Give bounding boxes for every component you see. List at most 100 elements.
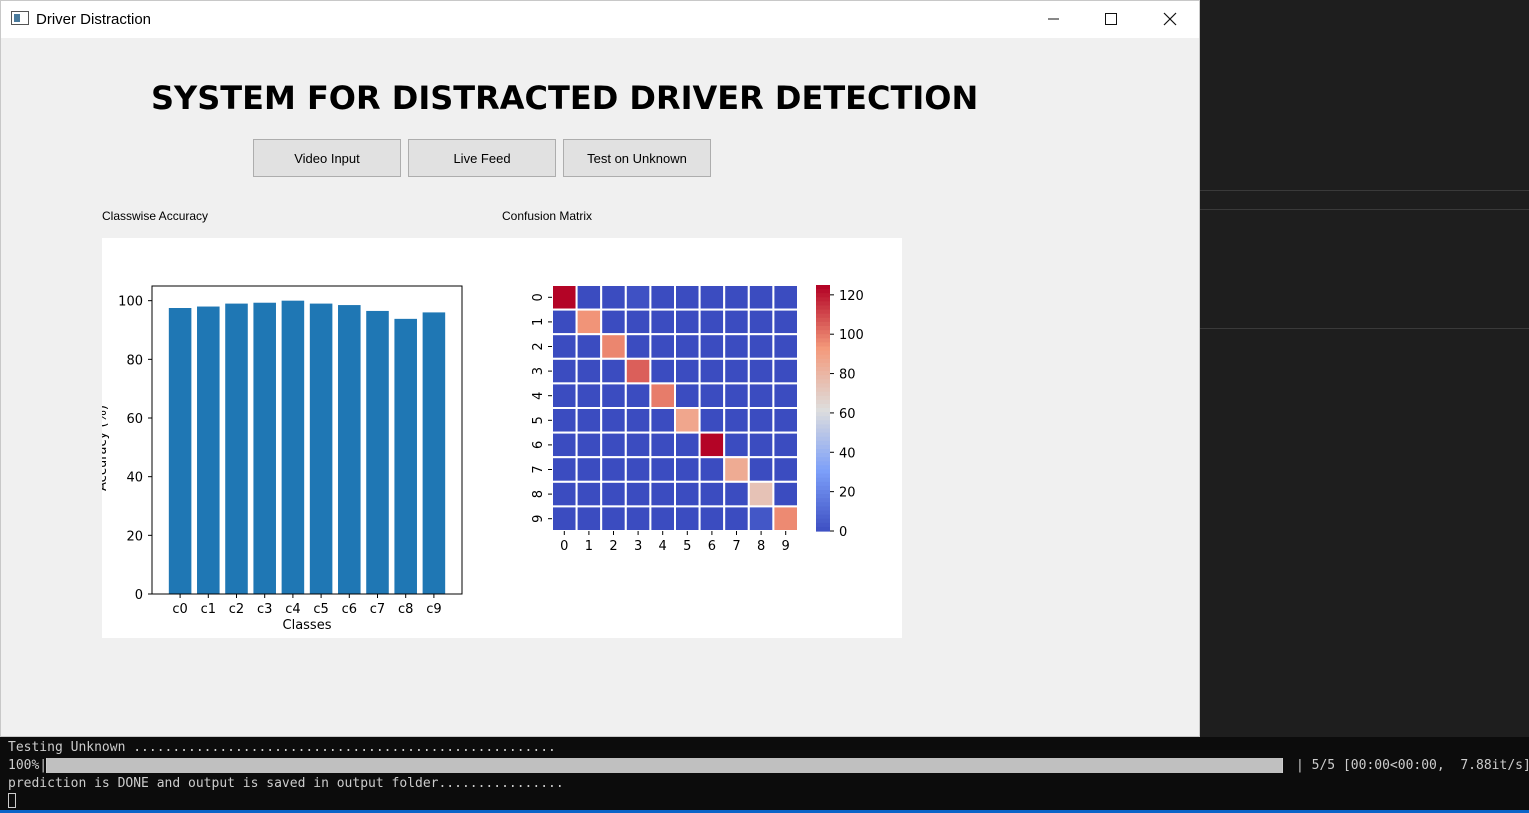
console-line-done: prediction is DONE and output is saved i… bbox=[8, 776, 564, 791]
heatmap-y-tick-label: 4 bbox=[531, 392, 546, 400]
colorbar-segment bbox=[816, 518, 830, 524]
colorbar-segment bbox=[816, 440, 830, 446]
colorbar-segment bbox=[816, 502, 830, 507]
heatmap-x-tick-label: 0 bbox=[560, 539, 568, 554]
background-divider bbox=[1200, 209, 1529, 210]
console-cursor bbox=[8, 793, 16, 808]
heatmap-y-tick-label: 6 bbox=[531, 441, 546, 449]
heatmap-cell bbox=[674, 284, 701, 311]
heatmap-cell bbox=[575, 480, 603, 508]
heatmap-cell bbox=[723, 382, 750, 409]
colorbar-tick-label: 20 bbox=[839, 486, 856, 501]
bar-c7 bbox=[366, 310, 389, 594]
charts-svg: c0 c1 c2 c3 c4 c5 c6 c7 c8 c9020406080100ClassesA… bbox=[102, 284, 864, 633]
heatmap-cell bbox=[551, 431, 578, 459]
colorbar-segment bbox=[816, 301, 830, 307]
heatmap-cell bbox=[600, 480, 627, 508]
heatmap-cell bbox=[575, 382, 603, 409]
colorbar-segment bbox=[816, 334, 830, 339]
heatmap-y-tick-label: 1 bbox=[531, 318, 546, 326]
video-input-button[interactable]: Video Input bbox=[253, 139, 401, 177]
colorbar-segment bbox=[816, 420, 830, 425]
page-title: SYSTEM FOR DISTRACTED DRIVER DETECTION bbox=[151, 79, 979, 117]
heatmap-cell bbox=[698, 505, 726, 532]
colorbar-segment bbox=[816, 379, 830, 384]
heatmap-cell bbox=[747, 284, 775, 311]
x-tick-label: c5 bbox=[313, 602, 328, 617]
heatmap-x-tick-label: 7 bbox=[732, 539, 740, 554]
colorbar-tick-label: 0 bbox=[839, 525, 847, 540]
bar-c0 bbox=[168, 308, 192, 594]
heatmap-cell bbox=[747, 505, 775, 532]
heatmap-cell bbox=[772, 333, 800, 360]
taskbar-edge bbox=[0, 810, 1529, 813]
heatmap-cell bbox=[772, 431, 800, 459]
heatmap-cell bbox=[551, 505, 578, 532]
console-line-testing: Testing Unknown ........................… bbox=[8, 740, 556, 755]
bar-c9 bbox=[422, 312, 446, 594]
heatmap-cell bbox=[772, 308, 800, 336]
heatmap-cell bbox=[551, 357, 578, 385]
heatmap-cell bbox=[551, 284, 578, 311]
colorbar-segment bbox=[816, 473, 830, 479]
heatmap-cell bbox=[674, 456, 701, 483]
heatmap-cell bbox=[624, 357, 652, 385]
heatmap-cell bbox=[723, 308, 750, 336]
colorbar-segment bbox=[816, 391, 830, 397]
colorbar-segment bbox=[816, 375, 830, 380]
heatmap-y-tick-label: 8 bbox=[531, 490, 546, 498]
heatmap-cell bbox=[649, 382, 677, 409]
colorbar-segment bbox=[816, 346, 830, 352]
heatmap-cell bbox=[649, 308, 677, 336]
colorbar-segment bbox=[816, 477, 830, 483]
colorbar-segment bbox=[816, 321, 830, 327]
colorbar-segment bbox=[816, 510, 830, 516]
colorbar-segment bbox=[816, 309, 830, 315]
heatmap-cell bbox=[649, 407, 677, 434]
heatmap-cell bbox=[772, 407, 800, 434]
heatmap-cell bbox=[624, 284, 652, 311]
heatmap-cell bbox=[624, 431, 652, 459]
close-icon bbox=[1163, 12, 1177, 26]
test-on-unknown-button[interactable]: Test on Unknown bbox=[563, 139, 711, 177]
heatmap-cell bbox=[575, 284, 603, 311]
live-feed-button[interactable]: Live Feed bbox=[408, 139, 556, 177]
x-tick-label: c3 bbox=[257, 602, 272, 617]
colorbar-segment bbox=[816, 453, 830, 458]
colorbar-tick-label: 80 bbox=[839, 368, 856, 383]
heatmap-cell bbox=[600, 456, 627, 483]
heatmap-cell bbox=[649, 357, 677, 385]
title-bar[interactable]: Driver Distraction bbox=[1, 1, 1199, 38]
heatmap-cell bbox=[649, 505, 677, 532]
colorbar-tick-label: 60 bbox=[839, 407, 856, 422]
heatmap-cell bbox=[723, 431, 750, 459]
colorbar-segment bbox=[816, 395, 830, 401]
heatmap-cell bbox=[698, 357, 726, 385]
heatmap-cell bbox=[747, 480, 775, 508]
bar-axes-frame bbox=[151, 285, 463, 595]
heatmap-cell bbox=[772, 284, 800, 311]
heatmap-y-tick-label: 3 bbox=[531, 367, 546, 375]
heatmap-cell bbox=[575, 456, 603, 483]
heatmap-cell bbox=[575, 357, 603, 385]
background-divider bbox=[1200, 190, 1529, 191]
colorbar-segment bbox=[816, 465, 830, 471]
heatmap-cell bbox=[723, 407, 750, 434]
close-button[interactable] bbox=[1147, 1, 1193, 37]
colorbar-segment bbox=[816, 481, 830, 487]
progress-stats: | 5/5 [00:00<00:00, 7.88it/s] bbox=[1296, 758, 1529, 773]
x-tick-label: c9 bbox=[426, 602, 441, 617]
colorbar-segment bbox=[816, 354, 830, 360]
minimize-button[interactable] bbox=[1031, 1, 1077, 37]
heatmap-x-tick-label: 9 bbox=[782, 539, 790, 554]
heatmap-cell bbox=[575, 407, 603, 434]
maximize-icon bbox=[1105, 13, 1117, 25]
heatmap-y-tick-label: 2 bbox=[531, 342, 546, 350]
maximize-button[interactable] bbox=[1088, 1, 1134, 37]
colorbar-segment bbox=[816, 350, 830, 356]
heatmap-cell bbox=[747, 431, 775, 459]
colorbar-segment bbox=[816, 469, 830, 475]
app-window: Driver Distraction SYSTEM FOR DISTRACTED… bbox=[0, 0, 1200, 737]
heatmap-cell bbox=[551, 407, 578, 434]
colorbar-segment bbox=[816, 387, 830, 393]
